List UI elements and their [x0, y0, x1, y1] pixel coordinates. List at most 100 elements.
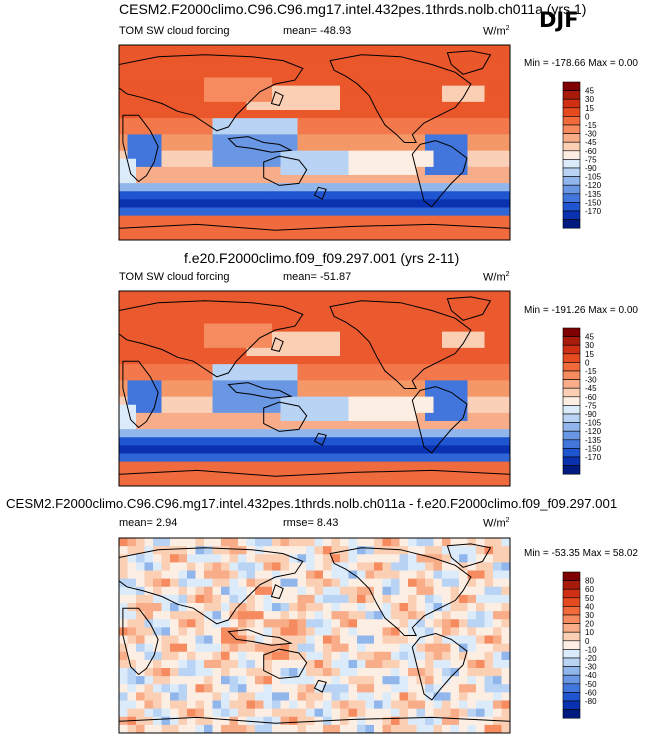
map-cell: [501, 570, 510, 580]
map-cell: [289, 708, 298, 718]
map-cell: [178, 627, 188, 637]
map-cell: [289, 223, 298, 233]
map-cell: [272, 684, 281, 693]
map-cell: [144, 134, 154, 144]
map-cell: [221, 69, 230, 79]
map-cell: [187, 546, 196, 555]
map-cell: [119, 643, 128, 653]
map-cell: [450, 676, 460, 685]
map-cell: [221, 61, 230, 70]
map-cell: [153, 175, 162, 184]
map-cell: [246, 215, 256, 225]
map-cell: [272, 347, 281, 357]
map-cell: [306, 85, 315, 95]
map-cell: [136, 158, 145, 168]
map-cell: [306, 158, 315, 168]
map-cell: [348, 110, 358, 119]
panel2-minmax: Min = -191.26 Max = 0.00: [524, 305, 638, 316]
map-cell: [442, 445, 451, 455]
map-cell: [204, 175, 213, 184]
map-cell: [331, 183, 341, 192]
map-cell: [416, 437, 426, 446]
map-cell: [365, 724, 375, 733]
map-cell: [467, 291, 477, 300]
map-cell: [484, 77, 494, 87]
map-cell: [119, 668, 128, 677]
map-cell: [340, 45, 349, 54]
map-cell: [425, 651, 434, 661]
map-cell: [408, 207, 417, 217]
map-cell: [306, 676, 315, 685]
map-cell: [289, 183, 298, 192]
map-cell: [382, 651, 392, 661]
map-cell: [331, 315, 341, 325]
colorbar-swatch: [562, 430, 581, 441]
map-cell: [170, 207, 179, 217]
map-cell: [272, 562, 281, 572]
map-cell: [289, 215, 298, 225]
colorbar-swatch: [562, 597, 581, 607]
map-cell: [357, 85, 366, 95]
map-cell: [187, 158, 196, 168]
map-cell: [212, 166, 222, 176]
colorbar-swatch: [562, 396, 581, 406]
map-cell: [119, 134, 128, 144]
map-cell: [161, 461, 171, 471]
map-cell: [425, 45, 434, 54]
map-cell: [416, 619, 426, 628]
map-cell: [391, 578, 400, 588]
map-cell: [178, 716, 188, 726]
map-cell: [212, 627, 222, 637]
coastline-antarctica: [119, 469, 510, 477]
map-cell: [357, 404, 366, 414]
map-cell: [246, 85, 256, 95]
map-cell: [204, 445, 213, 455]
map-cell: [399, 364, 409, 373]
map-cell: [212, 437, 222, 446]
map-cell: [314, 692, 324, 702]
map-cell: [212, 299, 222, 308]
map-cell: [263, 183, 273, 192]
map-cell: [204, 45, 213, 54]
map-cell: [297, 594, 307, 604]
map-cell: [433, 538, 443, 547]
map-cell: [297, 166, 307, 176]
map-cell: [195, 716, 205, 726]
map-cell: [476, 578, 485, 588]
map-cell: [433, 554, 443, 563]
map-cell: [238, 191, 247, 200]
map-cell: [170, 45, 179, 54]
map-cell: [323, 323, 332, 333]
map-cell: [263, 331, 273, 341]
map-cell: [450, 611, 460, 620]
map-cell: [212, 388, 222, 398]
map-cell: [238, 586, 247, 596]
map-cell: [348, 101, 358, 111]
map-cell: [161, 356, 171, 365]
map-cell: [357, 364, 366, 373]
map-cell: [416, 307, 426, 316]
map-cell: [391, 668, 400, 677]
map-cell: [382, 724, 392, 733]
map-cell: [450, 445, 460, 455]
map-cell: [136, 404, 145, 414]
map-cell: [161, 223, 171, 233]
map-cell: [433, 611, 443, 620]
map-cell: [297, 215, 307, 225]
map-cell: [433, 166, 443, 176]
map-cell: [493, 372, 502, 381]
map-cell: [204, 538, 213, 547]
map-cell: [357, 611, 366, 620]
map-cell: [374, 659, 383, 669]
map-cell: [221, 364, 230, 373]
map-cell: [170, 101, 179, 111]
map-cell: [170, 668, 179, 677]
map-cell: [340, 659, 349, 669]
map-cell: [365, 445, 375, 455]
map-cell: [476, 191, 485, 200]
map-cell: [425, 53, 434, 62]
map-cell: [442, 635, 451, 645]
map-cell: [323, 724, 332, 733]
map-cell: [255, 724, 264, 733]
map-cell: [348, 126, 358, 135]
